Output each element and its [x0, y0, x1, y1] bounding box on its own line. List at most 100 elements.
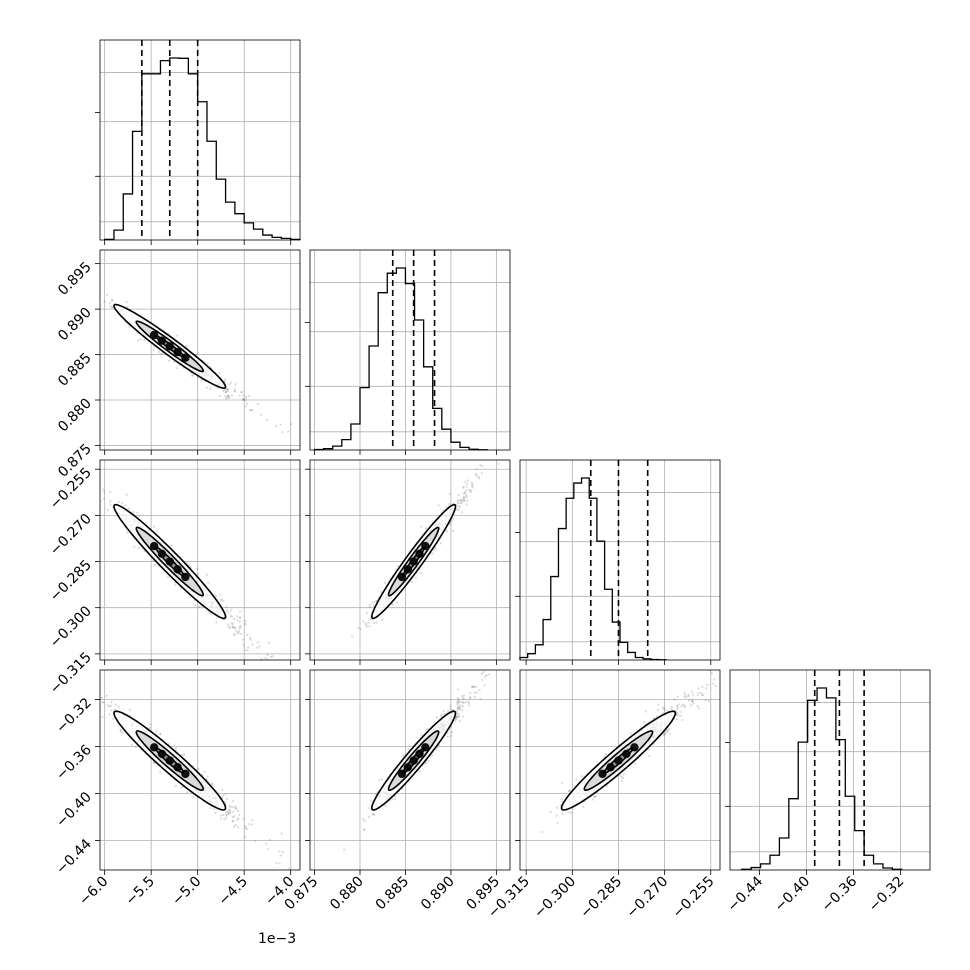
sample-point: [268, 641, 271, 644]
sample-point: [233, 387, 236, 390]
sample-point: [478, 477, 481, 480]
sample-point: [467, 700, 470, 703]
sample-point: [234, 824, 237, 827]
sample-point: [233, 825, 236, 828]
sample-point: [549, 810, 552, 814]
sample-point: [130, 743, 134, 746]
sample-point: [451, 708, 454, 711]
sample-point: [120, 502, 124, 505]
sample-point: [456, 499, 459, 502]
y-tick-label: −0.32: [53, 695, 95, 737]
sample-point: [457, 701, 460, 704]
sample-point: [713, 678, 716, 681]
sample-point: [662, 707, 665, 710]
sample-point: [456, 712, 460, 715]
sample-point: [233, 389, 237, 392]
sample-point: [697, 707, 701, 710]
sample-point: [185, 791, 189, 794]
sample-point: [458, 699, 461, 702]
sample-point: [419, 571, 422, 574]
sample-point: [275, 424, 278, 427]
sample-point: [271, 655, 274, 658]
sample-point: [372, 812, 375, 816]
sample-point: [257, 402, 260, 406]
sample-point: [383, 581, 387, 585]
sample-point: [485, 673, 488, 677]
sample-point: [466, 485, 469, 488]
sample-point: [687, 695, 690, 698]
sample-point: [237, 630, 240, 633]
sample-point: [665, 730, 668, 734]
sample-point: [475, 467, 478, 471]
sample-point: [237, 817, 240, 820]
sample-point: [466, 499, 469, 502]
sample-point: [231, 810, 235, 813]
sample-point: [503, 648, 505, 650]
sample-point: [111, 306, 114, 309]
sample-point: [284, 684, 286, 686]
sample-point: [228, 396, 231, 399]
sample-point: [414, 576, 418, 579]
density-contour: [560, 710, 677, 811]
density-peak: [165, 342, 174, 351]
sample-point: [234, 626, 237, 630]
sample-point: [380, 590, 383, 594]
histogram-3: [741, 687, 903, 870]
sample-point: [482, 670, 485, 674]
sample-point: [242, 643, 245, 647]
sample-point: [175, 366, 179, 370]
sample-point: [410, 581, 413, 584]
sample-point: [466, 479, 469, 482]
sample-point: [548, 375, 550, 377]
sample-point: [248, 637, 252, 640]
sample-point: [704, 699, 707, 702]
sample-point: [243, 622, 247, 625]
sample-point: [676, 712, 679, 715]
sample-point: [279, 423, 282, 426]
sample-point: [205, 386, 209, 389]
sample-point: [242, 394, 245, 397]
density-contour: [113, 303, 227, 389]
sample-point: [119, 728, 122, 731]
sample-point: [459, 499, 462, 502]
sample-point: [467, 701, 471, 705]
pair-panel-0-1: [95, 249, 301, 455]
sample-point: [634, 762, 637, 765]
density-contour: [370, 503, 457, 620]
sample-point: [435, 716, 438, 719]
sample-point: [437, 504, 440, 507]
sample-point: [224, 792, 227, 796]
sample-point: [424, 761, 428, 764]
sample-point: [642, 720, 646, 724]
sample-point: [373, 600, 376, 603]
sample-point: [251, 409, 254, 412]
sample-point: [220, 814, 223, 817]
sample-point: [248, 409, 252, 412]
sample-point: [101, 715, 104, 719]
y-tick-label: −0.315: [47, 649, 95, 697]
sample-point: [138, 514, 141, 517]
sample-point: [230, 622, 233, 625]
sample-point: [498, 657, 500, 659]
sample-point: [264, 664, 266, 666]
x-tick-label: −4.5: [216, 874, 251, 909]
sample-point: [301, 699, 303, 701]
sample-point: [244, 405, 248, 408]
sample-point: [501, 432, 503, 434]
sample-point: [111, 717, 115, 720]
sample-point: [673, 698, 676, 701]
sample-point: [239, 624, 242, 627]
sample-point: [226, 389, 230, 392]
sample-point: [424, 762, 427, 765]
sample-point: [487, 673, 490, 676]
sample-point: [219, 599, 222, 602]
sample-point: [593, 795, 596, 799]
sample-point: [463, 492, 467, 495]
sample-point: [451, 529, 455, 533]
sample-point: [461, 701, 465, 704]
sample-point: [234, 805, 237, 808]
sample-point: [191, 374, 194, 378]
sample-point: [194, 604, 197, 607]
sample-point: [208, 611, 211, 614]
